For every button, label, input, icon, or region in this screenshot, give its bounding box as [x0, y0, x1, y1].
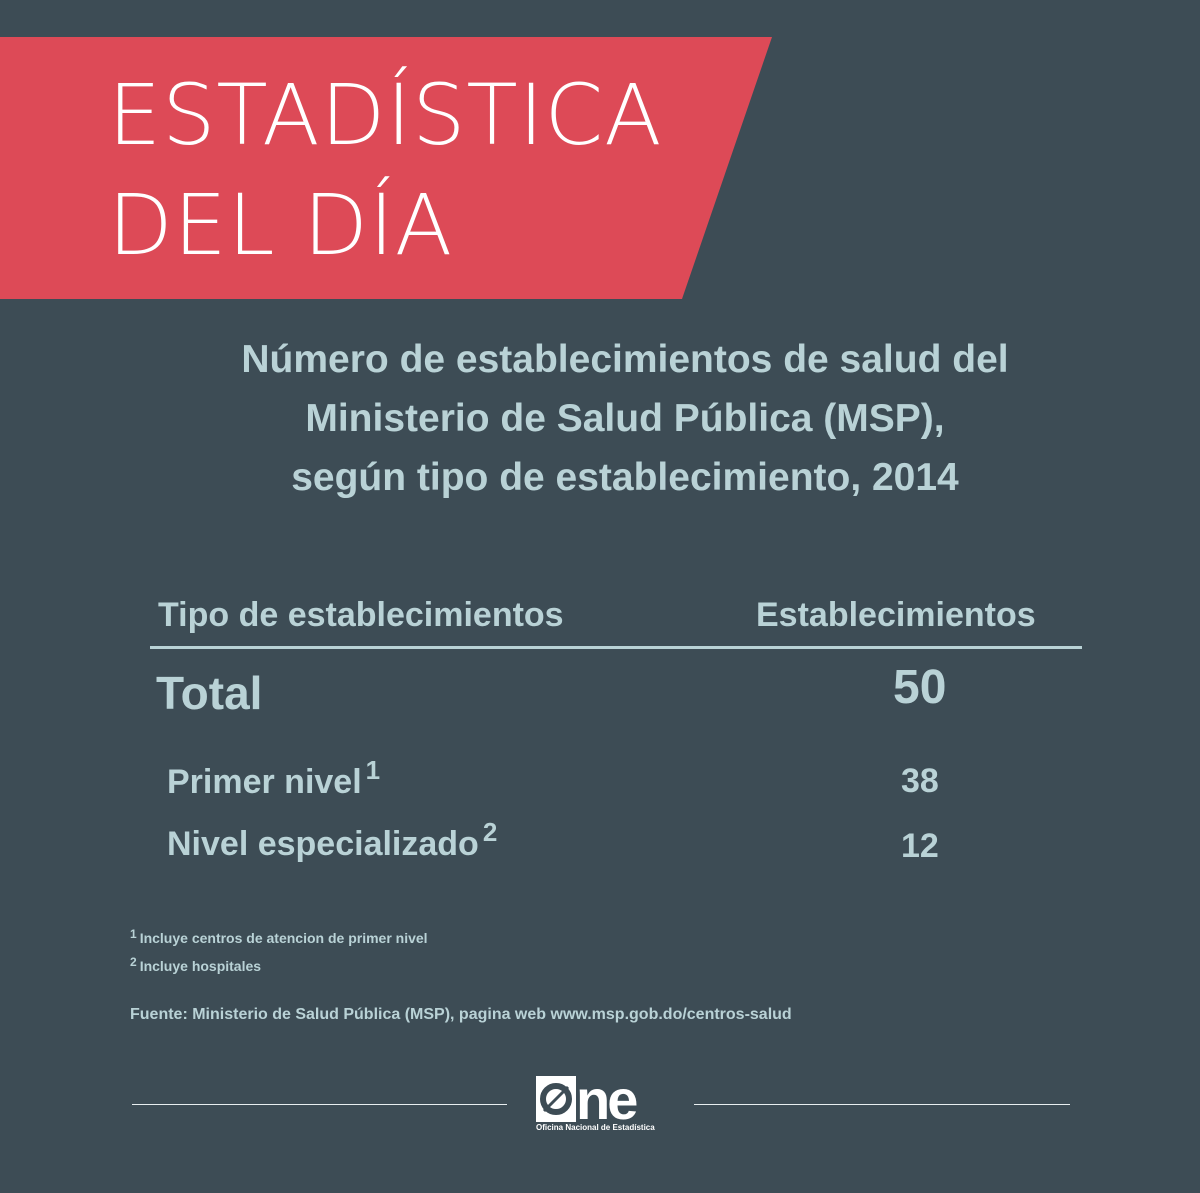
- chart-subtitle: Número de establecimientos de salud del …: [150, 330, 1100, 507]
- one-logo-o-icon: [536, 1076, 576, 1122]
- table-row-label: Primer nivel 1: [167, 755, 380, 802]
- subtitle-line1: Número de establecimientos de salud del: [241, 338, 1009, 381]
- row-footnote-mark: 2: [482, 817, 498, 847]
- total-label: Total: [156, 667, 263, 719]
- footnote-mark: 1: [130, 927, 137, 941]
- footer-divider-left: [132, 1104, 507, 1105]
- source-note: Fuente: Ministerio de Salud Pública (MSP…: [130, 1006, 792, 1023]
- banner-shape: [0, 37, 772, 299]
- footer-divider-right: [694, 1104, 1070, 1105]
- logo-wordmark: ne: [576, 1068, 638, 1131]
- footnote-mark: 2: [130, 955, 137, 969]
- total-value: 50: [893, 661, 947, 714]
- row-label-text: Primer nivel: [167, 763, 362, 801]
- header-type: Tipo de establecimientos: [158, 596, 564, 634]
- logo-tagline: Oficina Nacional de Estadística: [536, 1123, 655, 1132]
- banner-title-line1: ESTADÍSTICA: [108, 66, 663, 164]
- footnote-2: 2 Incluye hospitales: [130, 955, 262, 974]
- row-label-text: Nivel especializado: [167, 825, 479, 863]
- header-count: Establecimientos: [756, 596, 1036, 634]
- title-banner: ESTADÍSTICA DEL DÍA: [0, 37, 772, 299]
- header-rule: [150, 646, 1082, 649]
- one-logo: ne Oficina Nacional de Estadística: [536, 1068, 676, 1136]
- subtitle-line2: Ministerio de Salud Pública (MSP),: [305, 397, 945, 440]
- banner-title-line2: DEL DÍA: [108, 176, 454, 274]
- table-row-value: 38: [901, 762, 939, 800]
- footnote-text: Incluye centros de atencion de primer ni…: [139, 930, 428, 946]
- table-row-value: 12: [901, 827, 939, 865]
- subtitle-line3: según tipo de establecimiento, 2014: [291, 456, 959, 499]
- row-footnote-mark: 1: [365, 755, 381, 785]
- footnote-1: 1 Incluye centros de atencion de primer n…: [130, 927, 428, 946]
- footnote-text: Incluye hospitales: [139, 958, 262, 974]
- table-row-label: Nivel especializado 2: [167, 817, 497, 864]
